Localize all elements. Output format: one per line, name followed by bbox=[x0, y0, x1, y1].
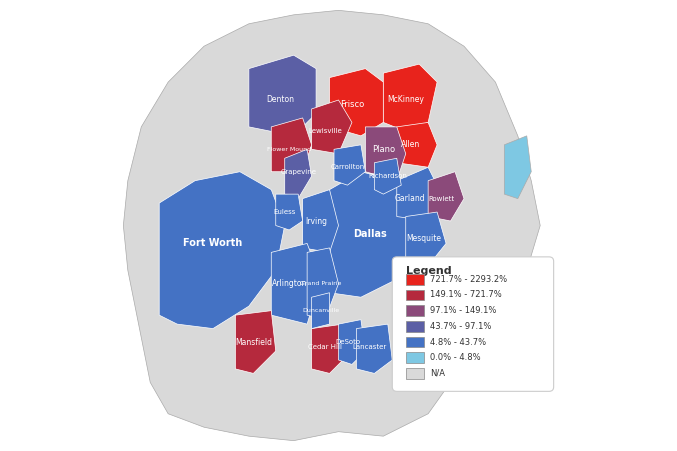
Text: Garland: Garland bbox=[395, 194, 426, 203]
Polygon shape bbox=[356, 324, 392, 373]
Bar bbox=[406, 336, 424, 347]
Polygon shape bbox=[271, 118, 311, 172]
Text: 4.8% - 43.7%: 4.8% - 43.7% bbox=[431, 337, 487, 346]
Polygon shape bbox=[285, 149, 311, 198]
Text: Lancaster: Lancaster bbox=[353, 344, 387, 350]
Text: 721.7% - 2293.2%: 721.7% - 2293.2% bbox=[431, 275, 508, 284]
Text: Cedar Hill: Cedar Hill bbox=[308, 344, 342, 350]
Polygon shape bbox=[366, 127, 406, 181]
Text: Frisco: Frisco bbox=[340, 100, 364, 109]
Text: 149.1% - 721.7%: 149.1% - 721.7% bbox=[431, 290, 502, 299]
Text: Rowlett: Rowlett bbox=[429, 196, 455, 202]
Polygon shape bbox=[276, 194, 303, 230]
Text: Denton: Denton bbox=[266, 96, 294, 105]
Text: 0.0% - 4.8%: 0.0% - 4.8% bbox=[431, 353, 481, 362]
Text: Dallas: Dallas bbox=[353, 230, 387, 239]
Text: 43.7% - 97.1%: 43.7% - 97.1% bbox=[431, 322, 492, 331]
Text: N/A: N/A bbox=[431, 369, 445, 378]
Text: Arlington: Arlington bbox=[271, 279, 307, 288]
Polygon shape bbox=[236, 311, 276, 373]
Polygon shape bbox=[307, 248, 338, 320]
Text: DeSoto: DeSoto bbox=[335, 339, 360, 345]
Text: Euless: Euless bbox=[274, 209, 296, 215]
Bar bbox=[406, 368, 424, 379]
Polygon shape bbox=[123, 10, 540, 441]
Polygon shape bbox=[334, 145, 366, 185]
Polygon shape bbox=[311, 100, 352, 154]
Text: Flower Mound: Flower Mound bbox=[267, 147, 311, 152]
Text: 97.1% - 149.1%: 97.1% - 149.1% bbox=[431, 306, 497, 315]
Polygon shape bbox=[383, 64, 437, 131]
Polygon shape bbox=[159, 172, 285, 329]
Text: Allen: Allen bbox=[401, 140, 420, 149]
Polygon shape bbox=[303, 189, 338, 253]
Polygon shape bbox=[311, 324, 347, 373]
Text: Fort Worth: Fort Worth bbox=[183, 239, 242, 249]
Text: Duncanville: Duncanville bbox=[302, 308, 339, 313]
Bar bbox=[406, 352, 424, 363]
Text: Plano: Plano bbox=[372, 145, 395, 154]
Polygon shape bbox=[311, 293, 330, 329]
Polygon shape bbox=[249, 55, 316, 136]
Polygon shape bbox=[397, 167, 441, 221]
Polygon shape bbox=[406, 212, 446, 266]
Polygon shape bbox=[330, 172, 419, 297]
Polygon shape bbox=[338, 320, 366, 364]
Text: Mesquite: Mesquite bbox=[406, 235, 441, 244]
Text: Richardson: Richardson bbox=[368, 173, 408, 179]
Text: Grapevine: Grapevine bbox=[280, 169, 316, 175]
Polygon shape bbox=[397, 122, 437, 167]
Text: Lewisville: Lewisville bbox=[308, 129, 342, 134]
Polygon shape bbox=[504, 136, 531, 198]
Polygon shape bbox=[330, 69, 383, 136]
Bar bbox=[406, 290, 424, 300]
Text: Grand Prairie: Grand Prairie bbox=[300, 281, 341, 286]
Text: Mansfield: Mansfield bbox=[235, 337, 272, 346]
FancyBboxPatch shape bbox=[392, 257, 554, 391]
Polygon shape bbox=[428, 172, 464, 221]
Polygon shape bbox=[374, 158, 401, 194]
Text: Legend: Legend bbox=[406, 266, 452, 276]
Bar bbox=[406, 321, 424, 332]
Text: McKinney: McKinney bbox=[387, 96, 424, 105]
Text: Carrollton: Carrollton bbox=[330, 164, 365, 170]
Polygon shape bbox=[271, 244, 321, 324]
Bar bbox=[406, 305, 424, 316]
Text: Irving: Irving bbox=[305, 216, 327, 226]
Bar bbox=[406, 274, 424, 285]
